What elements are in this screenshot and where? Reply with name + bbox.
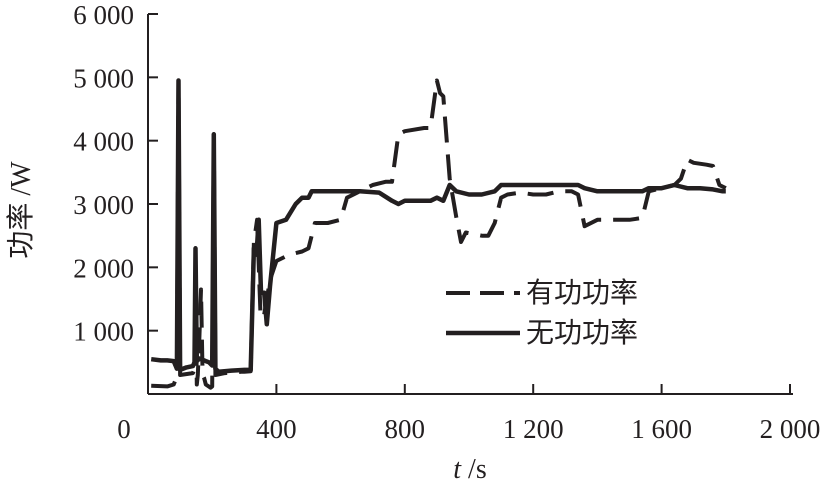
legend-label-reactive-power: 无功功率: [526, 316, 638, 349]
y-tick-label: 6 000: [73, 0, 134, 30]
x-ticks: 0 400 800 1 200 1 600 2 000: [117, 384, 820, 444]
x-tick-label: 1 600: [631, 414, 692, 444]
x-axis-title: t /s: [453, 454, 486, 485]
series-line-active-power: [151, 78, 727, 390]
y-tick-label: 2 000: [73, 253, 134, 283]
axes: [147, 14, 793, 395]
series-line-reactive-power: [150, 78, 726, 375]
legend-item-reactive-power: 无功功率: [446, 316, 638, 349]
y-tick-label: 3 000: [73, 190, 134, 220]
x-axis-unit: /s: [461, 454, 487, 485]
legend: 有功功率 无功功率: [446, 276, 638, 349]
y-axis-title: 功率 /W: [5, 161, 37, 259]
y-tick-label: 4 000: [73, 127, 134, 157]
x-tick-label: 400: [256, 414, 297, 444]
x-tick-label: 2 000: [760, 414, 821, 444]
y-tick-label: 5 000: [73, 63, 134, 93]
y-tick-label: 1 000: [73, 317, 134, 347]
legend-item-active-power: 有功功率: [446, 276, 638, 309]
y-ticks: 1 000 2 000 3 000 4 000 5 000 6 000: [73, 0, 158, 347]
x-tick-label: 800: [385, 414, 426, 444]
plot-lines: [150, 78, 727, 390]
x-tick-label: 0: [117, 414, 131, 444]
legend-label-active-power: 有功功率: [526, 276, 638, 309]
x-tick-label: 1 200: [503, 414, 564, 444]
x-axis-variable: t: [453, 454, 462, 485]
